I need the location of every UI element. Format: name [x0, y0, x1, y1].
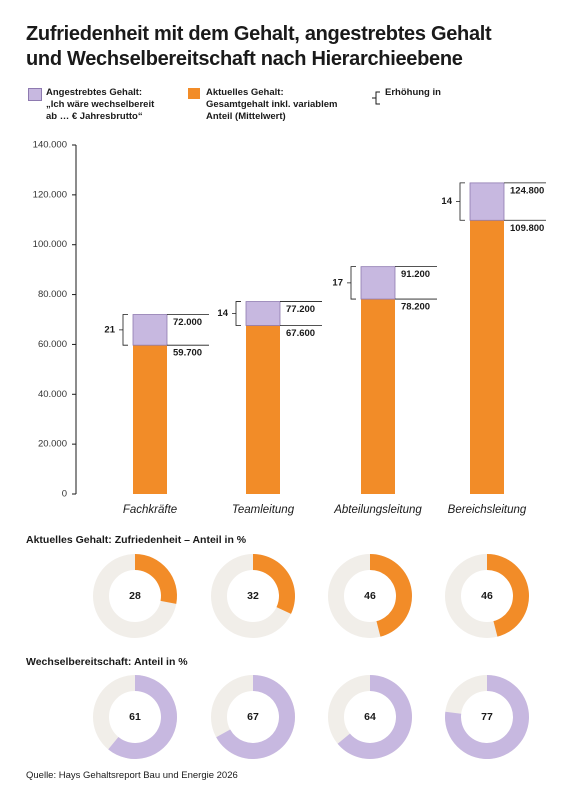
donut-label: 32: [247, 590, 259, 602]
donut-label: 64: [364, 711, 376, 723]
donut-segment: [487, 554, 530, 637]
bar-current: [246, 325, 280, 494]
y-tick-label: 80.000: [38, 289, 67, 300]
y-tick-label: 120.000: [33, 189, 67, 200]
legend-entry: Erhöhung in: [385, 87, 441, 98]
increase-bracket: [347, 266, 356, 300]
legend-entry: Aktuelles Gehalt: Gesamtgehalt inkl. var…: [206, 87, 338, 122]
donut-label: 28: [129, 590, 141, 602]
value-label: 109.800: [510, 223, 544, 234]
value-label: 67.600: [286, 328, 315, 339]
x-tick-label: Teamleitung: [232, 504, 295, 516]
increase-bracket: [456, 182, 465, 221]
increase-label: 14: [217, 308, 228, 319]
y-tick-label: 0: [62, 489, 67, 500]
donut-label: 46: [364, 590, 376, 602]
bar-desired: [245, 301, 281, 326]
donut-segment: [445, 675, 530, 759]
y-tick-label: 60.000: [38, 339, 67, 350]
donut-segment: [135, 554, 177, 604]
y-tick-label: 140.000: [33, 140, 67, 151]
source: Quelle: Hays Gehaltsreport Bau und Energ…: [26, 770, 238, 781]
legend-swatch: [28, 88, 42, 101]
x-tick-label: Fachkräfte: [123, 504, 177, 516]
increase-label: 21: [104, 324, 115, 335]
value-label: 77.200: [286, 304, 315, 315]
donut-segment: [216, 675, 295, 759]
value-label: 91.200: [401, 269, 430, 280]
y-tick-label: 100.000: [33, 239, 67, 250]
donut-label: 46: [481, 590, 493, 602]
increase-label: 17: [332, 277, 343, 288]
donut-label: 77: [481, 711, 493, 723]
donut-label: 67: [247, 711, 259, 723]
legend-entry: Angestrebtes Gehalt: „Ich wäre wechselbe…: [46, 87, 155, 122]
increase-bracket: [232, 301, 241, 326]
bar-current: [470, 220, 504, 494]
value-label: 78.200: [401, 302, 430, 313]
value-label: 72.000: [173, 317, 202, 328]
legend-swatch: [188, 88, 200, 99]
donut-label: 61: [129, 711, 141, 723]
increase-label: 14: [441, 196, 452, 207]
value-label: 124.800: [510, 185, 544, 196]
bar-current: [361, 299, 395, 494]
donut-segment: [337, 675, 412, 759]
bar-desired: [469, 182, 505, 221]
donut-segment: [370, 554, 412, 637]
legend-bracket-icon: [372, 91, 380, 105]
chart-title: Zufriedenheit mit dem Gehalt, angestrebt…: [26, 23, 492, 70]
bar-desired: [132, 314, 168, 346]
value-label: 59.700: [173, 348, 202, 359]
donut-segment: [253, 554, 296, 614]
x-tick-label: Bereichsleitung: [448, 504, 527, 516]
section-title: Aktuelles Gehalt: Zufriedenheit – Anteil…: [26, 534, 247, 546]
x-tick-label: Abteilungsleitung: [333, 504, 422, 516]
section-title: Wechselbereitschaft: Anteil in %: [26, 656, 188, 668]
bar-desired: [360, 266, 396, 300]
donut-segment: [108, 675, 177, 760]
bar-current: [133, 345, 167, 494]
y-tick-label: 20.000: [38, 439, 67, 450]
increase-bracket: [119, 314, 128, 346]
y-tick-label: 40.000: [38, 389, 67, 400]
